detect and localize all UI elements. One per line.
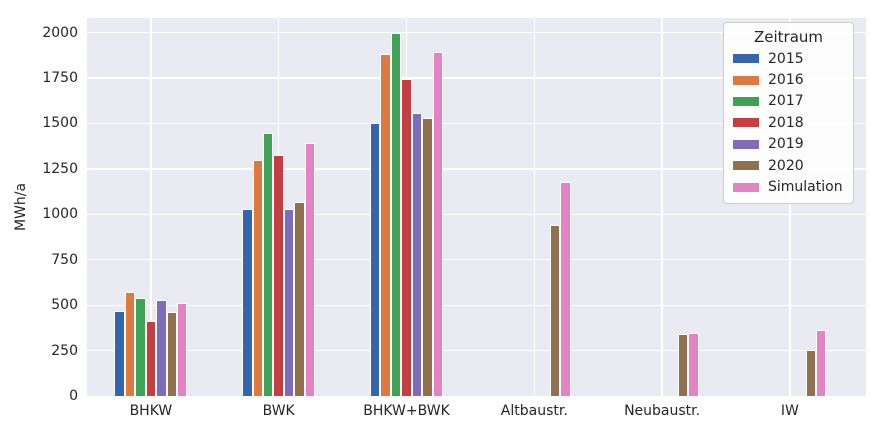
gridline-vertical bbox=[533, 18, 535, 396]
gridline-horizontal bbox=[87, 31, 866, 34]
gridline-horizontal bbox=[87, 304, 866, 306]
bar-Simulation-Altbaustr. bbox=[560, 181, 571, 396]
bar-2017-BWK bbox=[263, 132, 274, 396]
bar-2016-BWK bbox=[252, 159, 264, 396]
y-tick-label: 1500 bbox=[42, 115, 78, 132]
bar-2015-BHKW+BWK bbox=[369, 122, 381, 396]
x-tick-label: BWK bbox=[262, 403, 295, 419]
gridline-vertical bbox=[789, 18, 791, 396]
bar-2015-BWK bbox=[242, 208, 253, 396]
legend-swatch bbox=[733, 118, 759, 128]
legend-title: Zeitraum bbox=[753, 28, 824, 46]
bar-Simulation-BHKW bbox=[176, 303, 188, 396]
bar-Simulation-Neubaustr. bbox=[688, 333, 699, 396]
x-tick-label: BHKW bbox=[129, 403, 173, 419]
bar-2018-BWK bbox=[273, 155, 284, 396]
bar-2015-BHKW bbox=[114, 310, 125, 396]
legend-item-2015: 2015 bbox=[724, 48, 853, 69]
gridline-horizontal bbox=[87, 122, 866, 125]
legend-swatch bbox=[733, 54, 759, 64]
x-tick-label: Neubaustr. bbox=[624, 403, 701, 419]
bar-Simulation-BHKW+BWK bbox=[432, 51, 443, 396]
y-tick-label: 1000 bbox=[42, 206, 78, 223]
legend-item-label: Simulation bbox=[768, 179, 843, 196]
gridline-horizontal bbox=[87, 349, 866, 352]
legend: Zeitraum 2015 2016 2017 2018 2019 2020 Simulat… bbox=[723, 22, 854, 204]
y-tick-label: 500 bbox=[51, 297, 78, 314]
bar-2019-BHKW bbox=[156, 299, 167, 396]
gridline-horizontal bbox=[87, 259, 866, 261]
bar-2019-BWK bbox=[283, 208, 295, 396]
legend-item-2017: 2017 bbox=[724, 91, 853, 112]
legend-item-label: 2017 bbox=[768, 93, 804, 110]
gridline-horizontal bbox=[87, 213, 866, 215]
bar-2020-Altbaustr. bbox=[549, 225, 561, 396]
y-tick-label: 250 bbox=[51, 342, 78, 359]
bar-2020-BHKW+BWK bbox=[422, 117, 433, 396]
bar-Simulation-BWK bbox=[304, 143, 316, 396]
bar-2020-Neubaustr. bbox=[677, 334, 689, 396]
legend-item-label: 2016 bbox=[768, 72, 804, 89]
legend-item-Simulation: Simulation bbox=[724, 176, 853, 197]
legend-swatch bbox=[733, 139, 759, 149]
legend-item-2018: 2018 bbox=[724, 112, 853, 133]
bar-Simulation-IW bbox=[815, 329, 827, 396]
bar-2020-BWK bbox=[294, 202, 305, 396]
gridline-vertical bbox=[661, 18, 663, 396]
bar-2017-BHKW+BWK bbox=[390, 33, 402, 396]
legend-swatch bbox=[733, 96, 759, 106]
gridline-horizontal bbox=[87, 77, 866, 79]
bar-2018-BHKW bbox=[145, 320, 157, 396]
x-tick-label: BHKW+BWK bbox=[363, 403, 450, 419]
legend-item-label: 2019 bbox=[768, 136, 804, 153]
bar-2020-BHKW bbox=[166, 312, 177, 396]
legend-item-2020: 2020 bbox=[724, 155, 853, 176]
legend-item-label: 2015 bbox=[768, 50, 804, 67]
legend-item-label: 2020 bbox=[768, 157, 804, 174]
legend-swatch bbox=[733, 161, 759, 171]
legend-swatch bbox=[733, 75, 759, 85]
y-tick-label: 750 bbox=[51, 251, 78, 268]
y-tick-label: 1250 bbox=[42, 160, 78, 177]
bar-2018-BHKW+BWK bbox=[401, 78, 412, 396]
gridline-horizontal bbox=[87, 168, 866, 170]
legend-swatch bbox=[733, 182, 759, 192]
x-tick-label: Altbaustr. bbox=[500, 403, 568, 419]
bar-2016-BHKW bbox=[124, 291, 136, 396]
y-tick-label: 1750 bbox=[42, 69, 78, 86]
x-tick-label: IW bbox=[780, 403, 799, 419]
legend-item-label: 2018 bbox=[768, 114, 804, 131]
gridline-vertical bbox=[150, 18, 152, 396]
legend-items: 2015 2016 2017 2018 2019 2020 Simulation bbox=[724, 48, 853, 198]
legend-item-2016: 2016 bbox=[724, 69, 853, 90]
bar-2020-IW bbox=[805, 349, 816, 396]
bar-2017-BHKW bbox=[135, 297, 146, 396]
bar-2016-BHKW+BWK bbox=[380, 54, 391, 396]
y-tick-label: 2000 bbox=[42, 24, 78, 41]
legend-item-2019: 2019 bbox=[724, 134, 853, 155]
bar-2019-BHKW+BWK bbox=[411, 112, 423, 396]
y-tick-label: 0 bbox=[69, 388, 78, 404]
